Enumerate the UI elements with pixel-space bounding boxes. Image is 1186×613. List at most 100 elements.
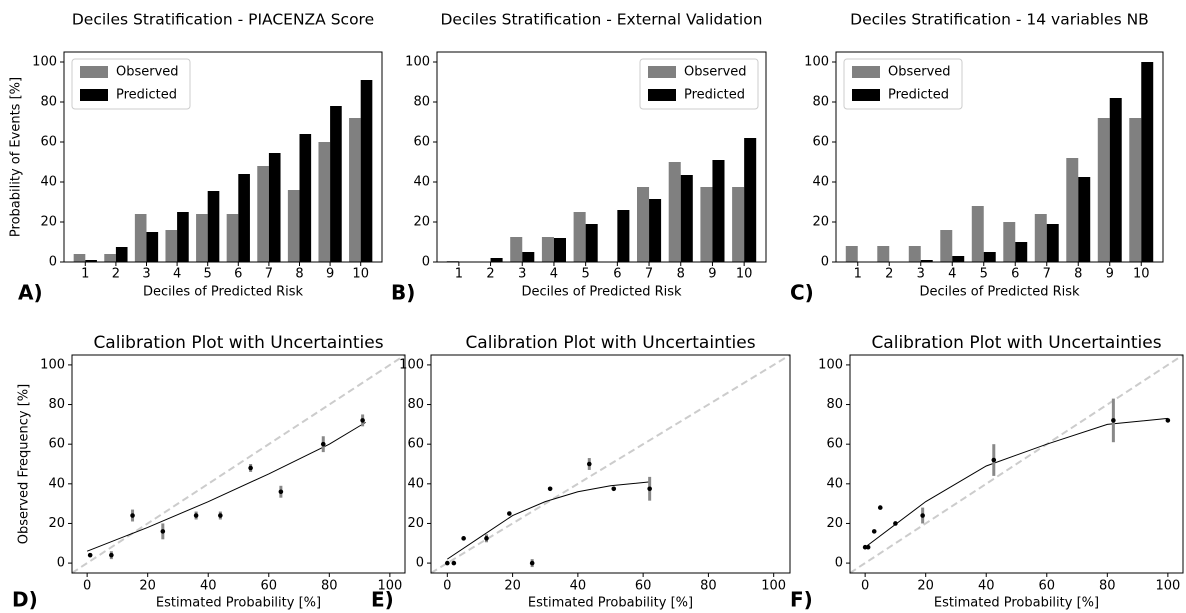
- bar: [712, 160, 725, 262]
- y-tick-label: 20: [48, 516, 65, 531]
- x-axis-label: Estimated Probability [%]: [528, 596, 693, 611]
- y-tick-label: 100: [399, 357, 424, 372]
- point: [877, 505, 883, 510]
- x-tick-label: 100: [377, 579, 402, 594]
- point: [647, 486, 652, 492]
- bar: [668, 162, 681, 262]
- point: [320, 441, 326, 447]
- x-tick-label: 8: [677, 267, 685, 282]
- x-tick-label: 20: [139, 579, 156, 594]
- axes-frame: [835, 51, 1164, 263]
- point: [278, 489, 284, 495]
- y-tick-label: 40: [413, 175, 430, 190]
- bar: [1066, 158, 1079, 262]
- x-axis-label: Deciles of Predicted Risk: [919, 285, 1080, 300]
- y-tick-label: 20: [413, 215, 430, 230]
- x-axis-label: Estimated Probability [%]: [934, 596, 1099, 611]
- bar: [700, 187, 713, 262]
- y-tick-label: 100: [405, 55, 430, 70]
- legend-label: Predicted: [888, 88, 949, 103]
- y-tick-label: 20: [826, 516, 843, 531]
- x-tick-label: 0: [443, 579, 451, 594]
- point: [871, 529, 877, 534]
- x-tick-label: 60: [635, 579, 652, 594]
- point: [1165, 418, 1171, 423]
- x-tick-label: 80: [321, 579, 338, 594]
- bar: [1003, 222, 1016, 262]
- fit-curve: [86, 421, 366, 552]
- x-tick-label: 20: [504, 579, 521, 594]
- x-tick-label: 5: [980, 267, 988, 282]
- point: [547, 486, 553, 492]
- axes-frame: [436, 51, 767, 263]
- panel-label: A): [18, 281, 43, 305]
- point: [461, 536, 466, 541]
- x-tick-label: 100: [761, 579, 786, 594]
- y-tick-label: 0: [416, 556, 424, 571]
- bar: [134, 214, 147, 262]
- point: [1111, 418, 1116, 423]
- bar: [522, 252, 535, 262]
- point: [360, 418, 365, 423]
- x-axis-label: Estimated Probability [%]: [156, 596, 321, 611]
- bar: [165, 230, 178, 262]
- legend-swatch: [648, 66, 676, 78]
- bar: [146, 232, 159, 262]
- bar: [360, 80, 373, 262]
- x-tick-label: 9: [1106, 267, 1114, 282]
- bar: [637, 187, 650, 262]
- x-axis-label: Deciles of Predicted Risk: [521, 285, 682, 300]
- y-tick-label: 40: [812, 175, 829, 190]
- legend-swatch: [80, 89, 108, 101]
- bar: [299, 134, 312, 262]
- y-tick-label: 80: [826, 397, 843, 412]
- chart-title: Calibration Plot with Uncertainties: [871, 333, 1161, 353]
- point: [529, 560, 535, 566]
- bar: [573, 212, 586, 262]
- y-tick-label: 60: [40, 135, 57, 150]
- x-tick-label: 100: [1155, 579, 1180, 594]
- point: [130, 513, 135, 518]
- x-tick-label: 60: [260, 579, 277, 594]
- bar: [238, 174, 250, 262]
- bar: [1046, 224, 1059, 262]
- bar: [920, 260, 933, 262]
- x-tick-label: 9: [708, 267, 716, 282]
- diagonal: [430, 354, 791, 574]
- x-tick-label: 0: [861, 579, 869, 594]
- y-tick-label: 100: [32, 55, 57, 70]
- axes-frame: [430, 354, 791, 574]
- bar: [649, 199, 662, 262]
- axes-frame: [63, 51, 383, 263]
- point: [484, 536, 489, 541]
- x-tick-label: 6: [1011, 267, 1019, 282]
- point: [218, 513, 223, 518]
- bar: [1097, 118, 1110, 262]
- chart-title: Deciles Stratification - External Valida…: [440, 11, 762, 29]
- y-tick-label: 100: [818, 357, 843, 372]
- bar: [680, 175, 693, 262]
- legend-swatch: [648, 89, 676, 101]
- bar: [287, 190, 300, 262]
- x-tick-label: 10: [1133, 267, 1150, 282]
- legend-label: Observed: [888, 65, 951, 80]
- bar: [490, 258, 503, 262]
- y-tick-label: 0: [835, 556, 843, 571]
- x-tick-label: 7: [645, 267, 653, 282]
- x-tick-label: 2: [885, 267, 893, 282]
- bar: [196, 214, 208, 262]
- y-tick-label: 40: [48, 476, 65, 491]
- x-axis-label: Deciles of Predicted Risk: [143, 285, 304, 300]
- y-tick-label: 80: [407, 397, 424, 412]
- x-tick-label: 80: [700, 579, 717, 594]
- y-tick-label: 60: [413, 135, 430, 150]
- bar: [207, 191, 220, 262]
- point: [991, 457, 997, 463]
- y-tick-label: 40: [40, 175, 57, 190]
- x-tick-label: 1: [854, 267, 862, 282]
- panel-label: E): [371, 588, 394, 612]
- bar: [226, 214, 239, 262]
- bar: [177, 212, 189, 262]
- legend-label: Observed: [116, 65, 179, 80]
